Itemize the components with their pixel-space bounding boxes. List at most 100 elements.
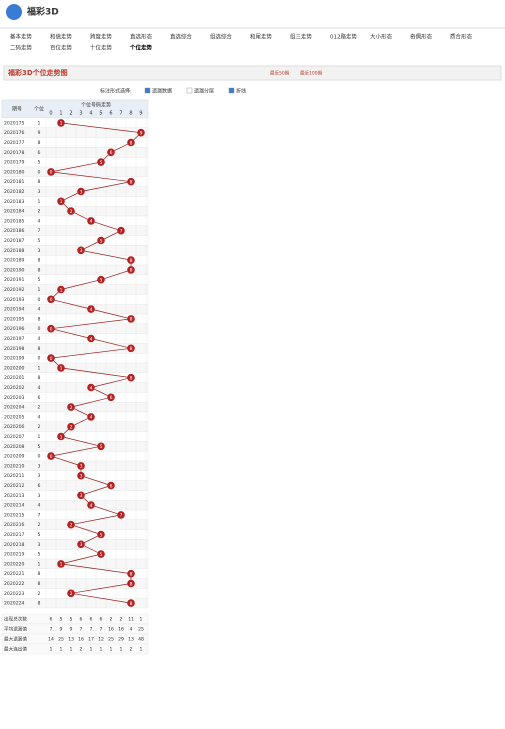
period: 2020224	[4, 601, 25, 607]
ball-label: 0	[50, 327, 53, 333]
ball-label: 0	[50, 356, 53, 362]
stats-value: 1	[100, 647, 103, 653]
stats-bg	[1, 643, 149, 655]
period: 2020193	[4, 297, 25, 303]
ball	[127, 177, 135, 186]
digit-value: 1	[38, 365, 41, 371]
digit-value: 8	[38, 601, 41, 607]
ball	[107, 148, 115, 157]
stats-value: 7	[80, 627, 83, 633]
nav-link[interactable]: 012路走势	[330, 33, 357, 41]
nav-link[interactable]: 组三走势	[290, 33, 313, 41]
nav-link[interactable]: 基本走势	[10, 33, 33, 41]
nav-link[interactable]: 质合形态	[450, 33, 473, 41]
period: 2020184	[4, 209, 25, 215]
period: 2020211	[4, 473, 25, 479]
checkbox[interactable]	[186, 87, 193, 94]
digit-value: 8	[38, 346, 41, 352]
nav-link[interactable]: 和值走势	[50, 33, 73, 41]
ball-label: 5	[100, 278, 103, 284]
group-header: 个位号码走势	[81, 102, 111, 109]
ball-label: 1	[60, 199, 63, 205]
stats-value: 1	[140, 617, 143, 623]
ball-label: 5	[100, 444, 103, 450]
digit-value: 9	[38, 130, 41, 136]
stats-label: 出现总次数	[4, 616, 27, 623]
ball-label: 8	[130, 268, 133, 274]
digit-value: 3	[38, 248, 41, 254]
ball	[47, 168, 55, 176]
ball-label: 1	[60, 121, 63, 127]
ball	[47, 324, 55, 333]
period: 2020175	[4, 120, 25, 126]
options-label: 标注形式选择:	[100, 88, 132, 95]
period: 2020191	[4, 277, 25, 283]
digit-value: 8	[38, 581, 41, 587]
digit-value: 3	[38, 493, 41, 499]
period: 2020217	[4, 532, 25, 538]
period: 2020204	[4, 405, 25, 411]
stats-value: 1	[140, 647, 143, 653]
stats-value: 12	[98, 637, 104, 643]
nav-link[interactable]: 大小形态	[370, 33, 393, 41]
ball	[117, 511, 125, 519]
nav-link[interactable]: 跨度走势	[90, 33, 113, 41]
digit-header: 0	[49, 111, 52, 117]
stats-value: 1	[70, 647, 73, 653]
stats-value: 6	[100, 617, 103, 623]
stats-value: 7	[90, 627, 93, 633]
digit-value: 5	[38, 532, 41, 538]
stats-value: 9	[70, 627, 73, 633]
digit-value: 4	[38, 414, 41, 420]
digit-value: 8	[38, 258, 41, 264]
period: 2020188	[4, 248, 25, 254]
col-header: 个位	[34, 106, 44, 113]
ball-label: 5	[100, 160, 103, 166]
period: 2020216	[4, 522, 25, 528]
period: 2020179	[4, 160, 25, 166]
nav-link[interactable]: 十位走势	[90, 44, 113, 52]
stats-label: 最大连出值	[4, 646, 27, 653]
ball	[87, 383, 95, 392]
ball-label: 2	[70, 425, 73, 431]
period: 2020180	[4, 169, 25, 175]
ball-label: 7	[120, 229, 123, 235]
nav-link[interactable]: 奇偶形态	[410, 33, 433, 41]
period: 2020215	[4, 512, 25, 518]
stats-value: 25	[108, 637, 114, 643]
digit-value: 3	[38, 189, 41, 195]
ball	[77, 491, 85, 500]
ball	[97, 158, 105, 166]
ball	[127, 138, 135, 147]
digit-value: 2	[38, 522, 41, 528]
ball-label: 2	[70, 523, 73, 529]
nav-link[interactable]: 直选综合	[170, 33, 193, 41]
filter-link[interactable]: 最近100期	[300, 70, 323, 77]
digit-value: 5	[38, 238, 41, 244]
filter-link[interactable]: 最近50期	[270, 70, 290, 77]
nav-link[interactable]: 个位走势	[129, 44, 153, 52]
stats-value: 2	[80, 647, 83, 653]
ball	[97, 442, 105, 451]
ball-label: 0	[50, 297, 53, 303]
checkbox[interactable]	[144, 87, 151, 94]
ball	[127, 256, 135, 264]
ball	[47, 354, 55, 362]
ball	[77, 462, 85, 470]
nav-link[interactable]: 直选形态	[130, 33, 153, 41]
period: 2020219	[4, 552, 25, 558]
ball-label: 4	[90, 336, 93, 342]
period: 2020201	[4, 375, 25, 381]
stats-value: 1	[110, 647, 113, 653]
nav-link[interactable]: 百位走势	[50, 44, 73, 52]
ball	[127, 315, 135, 323]
nav-link[interactable]: 二码走势	[10, 44, 33, 52]
ball-label: 8	[130, 572, 133, 578]
nav-link[interactable]: 组选综合	[210, 33, 233, 41]
period: 2020221	[4, 571, 25, 577]
ball-label: 5	[100, 532, 103, 538]
nav-link[interactable]: 和尾走势	[250, 33, 273, 41]
checkbox[interactable]	[228, 87, 235, 94]
stats-value: 6	[90, 617, 93, 623]
